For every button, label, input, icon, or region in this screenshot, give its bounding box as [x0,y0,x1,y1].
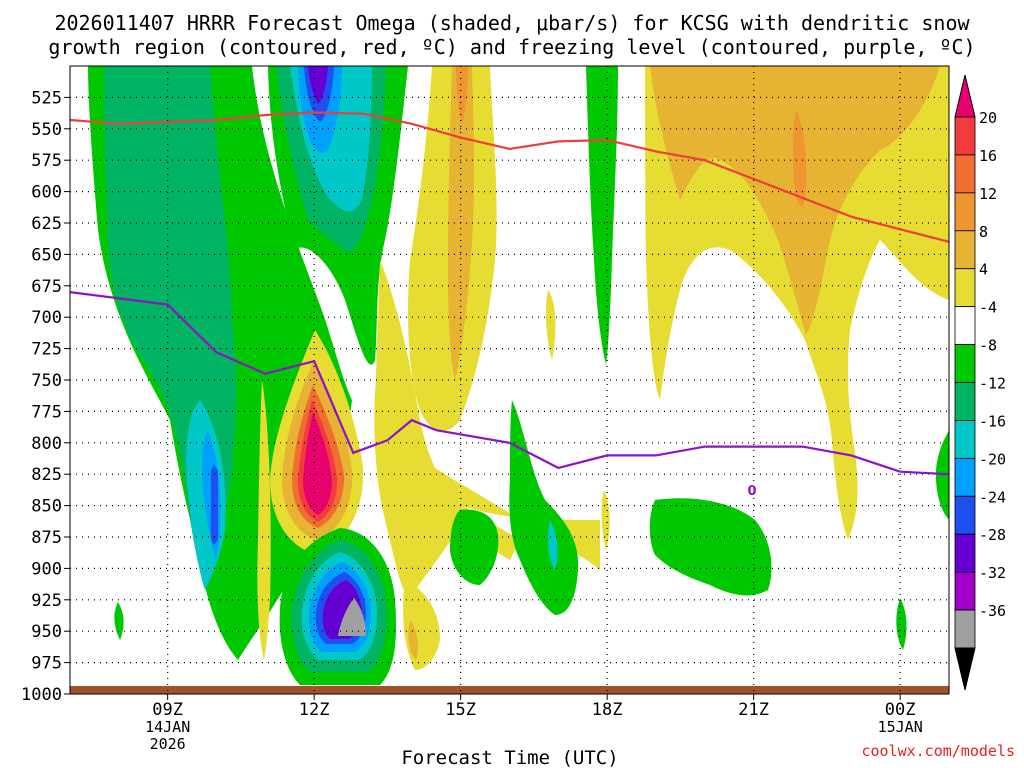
omega-region-yellow-right-edge [870,147,908,250]
colorbar-label: -32 [979,564,1006,582]
chart-title-line2: growth region (contoured, red, ºC) and f… [48,35,975,59]
x-tick-label: 15Z [445,700,476,720]
x-tick-date: 15JAN [878,718,923,736]
omega-region-green-blob-08z [114,602,124,640]
x-tick-date: 14JAN [145,718,190,736]
y-tick-label: 975 [31,654,62,674]
colorbar-swatch [954,609,976,649]
colorbar: 20 16 12 8 4 -4 -8 -12 -16 -20 -24 -28 -32 -36 [954,74,1006,691]
y-tick-label: 525 [31,88,62,108]
omega-region-yellow-11z [257,380,271,660]
omega-region-pink-core [303,412,332,515]
omega-region-green-blob-15z [450,509,499,585]
y-tick-label: 1000 [21,685,62,705]
y-tick-label: 725 [31,340,62,360]
y-tick-label: 925 [31,591,62,611]
colorbar-swatch [954,457,976,497]
y-tick-label: 625 [31,214,62,234]
y-tick-label: 550 [31,120,62,140]
omega-region-gray-bottom [338,598,366,636]
x-tick-year: 2026 [150,735,186,753]
colorbar-label: 4 [979,261,988,279]
y-tick-label: 900 [31,559,62,579]
omega-region-green-blob-16z [509,400,579,615]
chart-title-line1: 2026011407 HRRR Forecast Omega (shaded, … [54,11,970,35]
y-tick-label: 650 [31,245,62,265]
terrain-strip [70,686,949,694]
colorbar-swatch [954,571,976,611]
omega-region-gold-bottom-14z [408,620,418,660]
y-tick-label: 775 [31,402,62,422]
y-tick-label: 875 [31,528,62,548]
contour-line [70,291,949,476]
colorbar-swatch [954,268,976,308]
freezing-level-label: 0 [747,484,756,499]
colorbar-label: 8 [979,223,988,241]
x-tick-label: 12Z [299,700,330,720]
omega-region-green-edge-right [935,430,949,520]
colorbar-swatch [954,192,976,232]
y-axis: 525 550 575 600 625 650 675 700 725 750 775 800 825 8… [21,88,70,705]
y-tick-label: 675 [31,277,62,297]
y-tick-label: 950 [31,622,62,642]
colorbar-label: 12 [979,185,997,203]
contour-lines [70,111,949,476]
x-tick-label: 21Z [738,700,769,720]
colorbar-label: -28 [979,526,1006,544]
colorbar-label: -24 [979,488,1006,506]
contour-line [70,111,949,243]
y-tick-label: 600 [31,183,62,203]
colorbar-swatch [954,344,976,383]
x-tick-label: 09Z [152,700,183,720]
colorbar-bottom-triangle [954,647,976,691]
colorbar-swatch [954,230,976,270]
y-tick-label: 825 [31,465,62,485]
omega-region-orange-15z [456,66,468,125]
x-tick-label: 00Z [885,700,916,720]
omega-region-purple-top [308,66,328,104]
colorbar-label: -4 [979,299,997,317]
colorbar-swatch [954,495,976,535]
x-axis-label: Forecast Time (UTC) [401,747,618,768]
colorbar-swatch [954,420,976,459]
y-tick-label: 700 [31,308,62,328]
colorbar-label: 20 [979,109,997,127]
omega-region-green-blob-00z [896,598,907,650]
colorbar-label: -16 [979,412,1006,430]
x-tick-label: 18Z [592,700,623,720]
y-tick-label: 750 [31,371,62,391]
colorbar-label: -8 [979,337,997,355]
omega-region-orange-right [792,110,807,207]
y-tick-label: 850 [31,497,62,517]
y-tick-label: 575 [31,151,62,171]
credit-text: coolwx.com/models [861,742,1015,760]
colorbar-label: -36 [979,602,1006,620]
y-tick-label: 800 [31,434,62,454]
omega-region-cyan-blob-16z [547,520,558,570]
colorbar-swatch [954,382,976,421]
colorbar-swatch [954,154,976,194]
colorbar-label: -20 [979,450,1006,468]
colorbar-label: -12 [979,375,1006,393]
colorbar-swatch [954,116,976,156]
colorbar-swatch [954,306,976,345]
omega-region-green-blob-20z [649,498,772,596]
colorbar-label: 16 [979,147,997,165]
omega-region-yellow-small-16z [545,290,556,360]
gridlines [70,66,949,694]
colorbar-swatch [954,533,976,573]
omega-region-gold-right [650,66,940,335]
colorbar-top-triangle [954,74,976,118]
